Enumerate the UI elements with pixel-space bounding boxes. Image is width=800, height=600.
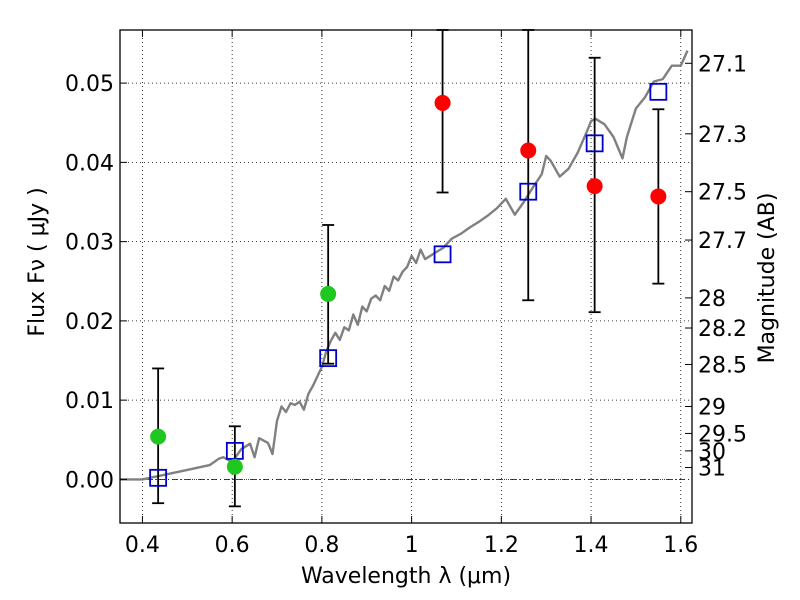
model-square-marker bbox=[149, 468, 168, 487]
right-tick-label: 29.5 bbox=[698, 422, 747, 447]
plot-frame bbox=[119, 29, 693, 524]
observed-point bbox=[650, 188, 667, 205]
model-sed-line bbox=[120, 50, 689, 481]
x-tick-label: 1 bbox=[405, 533, 419, 558]
y-tick-label: 0.00 bbox=[65, 468, 114, 493]
y-tick-label: 0.01 bbox=[65, 389, 114, 414]
model-square-marker bbox=[319, 349, 338, 368]
x-tick-label: 1.2 bbox=[484, 533, 519, 558]
observed-point bbox=[520, 142, 537, 159]
right-tick-label: 27.3 bbox=[698, 123, 747, 148]
x-tick-label: 1.4 bbox=[574, 533, 609, 558]
observed-point bbox=[586, 178, 603, 195]
x-tick-label: 1.6 bbox=[663, 533, 698, 558]
x-tick-label: 0.6 bbox=[215, 533, 250, 558]
observed-point bbox=[226, 458, 243, 475]
y-axis-label: Flux Fν ( μJy ) bbox=[25, 187, 50, 336]
right-tick-label: 28.2 bbox=[698, 317, 747, 342]
y-tick-label: 0.04 bbox=[65, 151, 114, 176]
right-tick-label: 28 bbox=[698, 287, 726, 312]
model-square-marker bbox=[585, 134, 604, 153]
y-tick-label: 0.05 bbox=[65, 72, 114, 97]
y-tick-label: 0.02 bbox=[65, 310, 114, 335]
right-tick-label: 27.7 bbox=[698, 229, 747, 254]
model-square-marker bbox=[519, 182, 538, 201]
right-tick-label: 27.1 bbox=[698, 52, 747, 77]
right-tick-label: 29 bbox=[698, 395, 726, 420]
x-axis-label: Wavelength λ (μm) bbox=[301, 564, 511, 589]
right-tick-label: 30 bbox=[698, 440, 726, 465]
right-tick-label: 27.5 bbox=[698, 181, 747, 206]
right-tick-label: 28.5 bbox=[698, 353, 747, 378]
model-sed-layer bbox=[120, 50, 689, 481]
x-tick-label: 0.8 bbox=[304, 533, 339, 558]
grid bbox=[120, 30, 692, 523]
ticks-layer bbox=[120, 30, 692, 523]
tick-labels-layer: 0.4 0.6 0.8 1 1.2 1.4 1.6 0.00 0.01 0.02 0.03 0.04 0… bbox=[65, 52, 747, 558]
right-axis-label: Magnitude (AB) bbox=[755, 193, 780, 364]
observed-point bbox=[320, 285, 337, 302]
x-tick-label: 0.4 bbox=[125, 533, 160, 558]
observed-points-layer bbox=[150, 94, 667, 475]
observed-point bbox=[150, 428, 167, 445]
y-tick-label: 0.03 bbox=[65, 231, 114, 256]
right-tick-label: 31 bbox=[698, 457, 726, 482]
model-square-marker bbox=[433, 245, 452, 264]
observed-point bbox=[434, 94, 451, 111]
model-square-marker bbox=[649, 82, 668, 101]
